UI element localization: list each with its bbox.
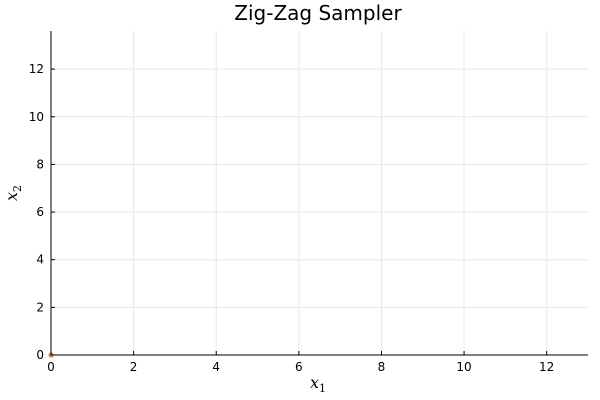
x-ticks: 0 2 4 6 8 10 12 [47,351,554,374]
x-tick-label: 2 [130,360,138,374]
chart-title: Zig-Zag Sampler [234,1,402,25]
y-tick-label: 8 [36,157,44,171]
y-ticks: 0 2 4 6 8 10 12 [29,62,55,362]
axes-layer [50,31,588,356]
grid-layer [50,31,588,356]
y-tick-label: 4 [36,253,44,267]
y-tick-label: 2 [36,300,44,314]
y-tick-label: 10 [29,110,44,124]
x-axis-label: x1 [310,373,326,395]
x-tick-label: 8 [378,360,386,374]
x-tick-label: 10 [456,360,471,374]
x-tick-label: 0 [47,360,55,374]
y-tick-label: 12 [29,62,44,76]
y-axis-label: x2 [2,185,24,201]
x-tick-label: 6 [295,360,303,374]
x-tick-label: 4 [212,360,220,374]
x-tick-label: 12 [539,360,554,374]
y-tick-label: 6 [36,205,44,219]
y-tick-label: 0 [36,348,44,362]
